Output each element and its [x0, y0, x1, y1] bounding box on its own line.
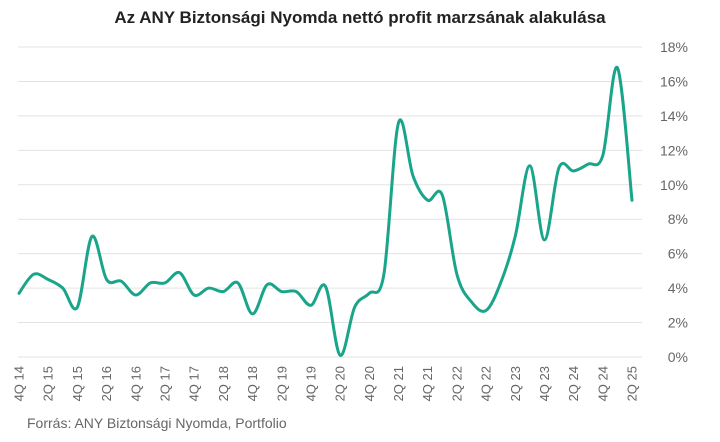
data-point	[324, 284, 328, 288]
series-line	[17, 66, 634, 357]
x-tick-label: 2Q 18	[216, 366, 231, 401]
data-point	[426, 198, 430, 202]
data-point	[105, 278, 109, 282]
x-tick-label: 4Q 24	[595, 366, 610, 401]
chart-title: Az ANY Biztonsági Nyomda nettó profit ma…	[114, 8, 606, 27]
data-point	[309, 303, 313, 307]
data-point	[615, 66, 619, 70]
data-point	[90, 234, 94, 238]
x-axis: 4Q 14 2Q 15 4Q 15 2Q 16 4Q 16 2Q 17 4Q 17 2Q 18…	[12, 366, 640, 401]
data-point	[280, 290, 284, 294]
series-layer	[17, 66, 634, 357]
data-point	[251, 312, 255, 316]
x-tick-label: 2Q 24	[566, 366, 581, 401]
data-point	[178, 271, 182, 275]
data-point	[542, 238, 546, 242]
y-tick-label: 6%	[668, 246, 688, 262]
y-tick-label: 12%	[660, 142, 688, 158]
data-point	[163, 281, 167, 285]
y-tick-label: 8%	[668, 211, 688, 227]
gridlines	[18, 46, 642, 358]
x-tick-label: 2Q 25	[625, 366, 640, 401]
data-point	[367, 291, 371, 295]
data-point	[601, 154, 605, 158]
y-tick-label: 0%	[668, 349, 688, 365]
x-tick-label: 4Q 16	[128, 366, 143, 401]
y-tick-label: 4%	[668, 280, 688, 296]
data-point	[572, 169, 576, 173]
data-point	[75, 305, 79, 309]
data-point	[265, 283, 269, 287]
x-tick-label: 4Q 18	[245, 366, 260, 401]
data-point	[134, 293, 138, 297]
x-tick-label: 2Q 19	[274, 366, 289, 401]
data-point	[382, 272, 386, 276]
data-point	[119, 279, 123, 283]
y-tick-label: 18%	[660, 39, 688, 55]
x-tick-label: 4Q 19	[303, 366, 318, 401]
data-point	[630, 198, 634, 202]
data-point	[586, 162, 590, 166]
x-tick-label: 4Q 14	[12, 366, 27, 401]
x-tick-label: 4Q 20	[362, 366, 377, 401]
x-tick-label: 2Q 22	[449, 366, 464, 401]
x-tick-label: 4Q 23	[537, 366, 552, 401]
data-point	[557, 166, 561, 170]
x-tick-label: 2Q 20	[333, 366, 348, 401]
data-point	[353, 305, 357, 309]
x-tick-label: 2Q 17	[158, 366, 173, 401]
x-tick-label: 2Q 16	[99, 366, 114, 401]
x-tick-label: 2Q 23	[508, 366, 523, 401]
y-tick-label: 16%	[660, 73, 688, 89]
data-point	[236, 281, 240, 285]
x-tick-label: 2Q 21	[391, 366, 406, 401]
data-point	[396, 121, 400, 125]
data-point	[469, 300, 473, 304]
y-tick-label: 10%	[660, 177, 688, 193]
data-point	[513, 234, 517, 238]
x-tick-label: 2Q 15	[41, 366, 56, 401]
data-point	[338, 353, 342, 357]
data-point	[411, 174, 415, 178]
data-point	[499, 281, 503, 285]
x-tick-label: 4Q 22	[479, 366, 494, 401]
data-point	[17, 291, 21, 295]
data-point	[294, 290, 298, 294]
data-point	[46, 278, 50, 282]
x-tick-label: 4Q 17	[187, 366, 202, 401]
data-point	[440, 193, 444, 197]
x-tick-label: 4Q 15	[70, 366, 85, 401]
data-point	[221, 290, 225, 294]
y-tick-label: 2%	[668, 315, 688, 331]
data-point	[528, 164, 532, 168]
data-point	[207, 286, 211, 290]
data-point	[192, 293, 196, 297]
data-point	[455, 272, 459, 276]
y-axis: 0% 2% 4% 6% 8% 10% 12% 14% 16% 18%	[660, 39, 688, 365]
data-point	[148, 281, 152, 285]
data-point	[32, 272, 36, 276]
data-point	[484, 309, 488, 313]
y-tick-label: 14%	[660, 108, 688, 124]
data-point	[61, 286, 65, 290]
source-note: Forrás: ANY Biztonsági Nyomda, Portfolio	[27, 415, 287, 431]
x-tick-label: 4Q 21	[420, 366, 435, 401]
